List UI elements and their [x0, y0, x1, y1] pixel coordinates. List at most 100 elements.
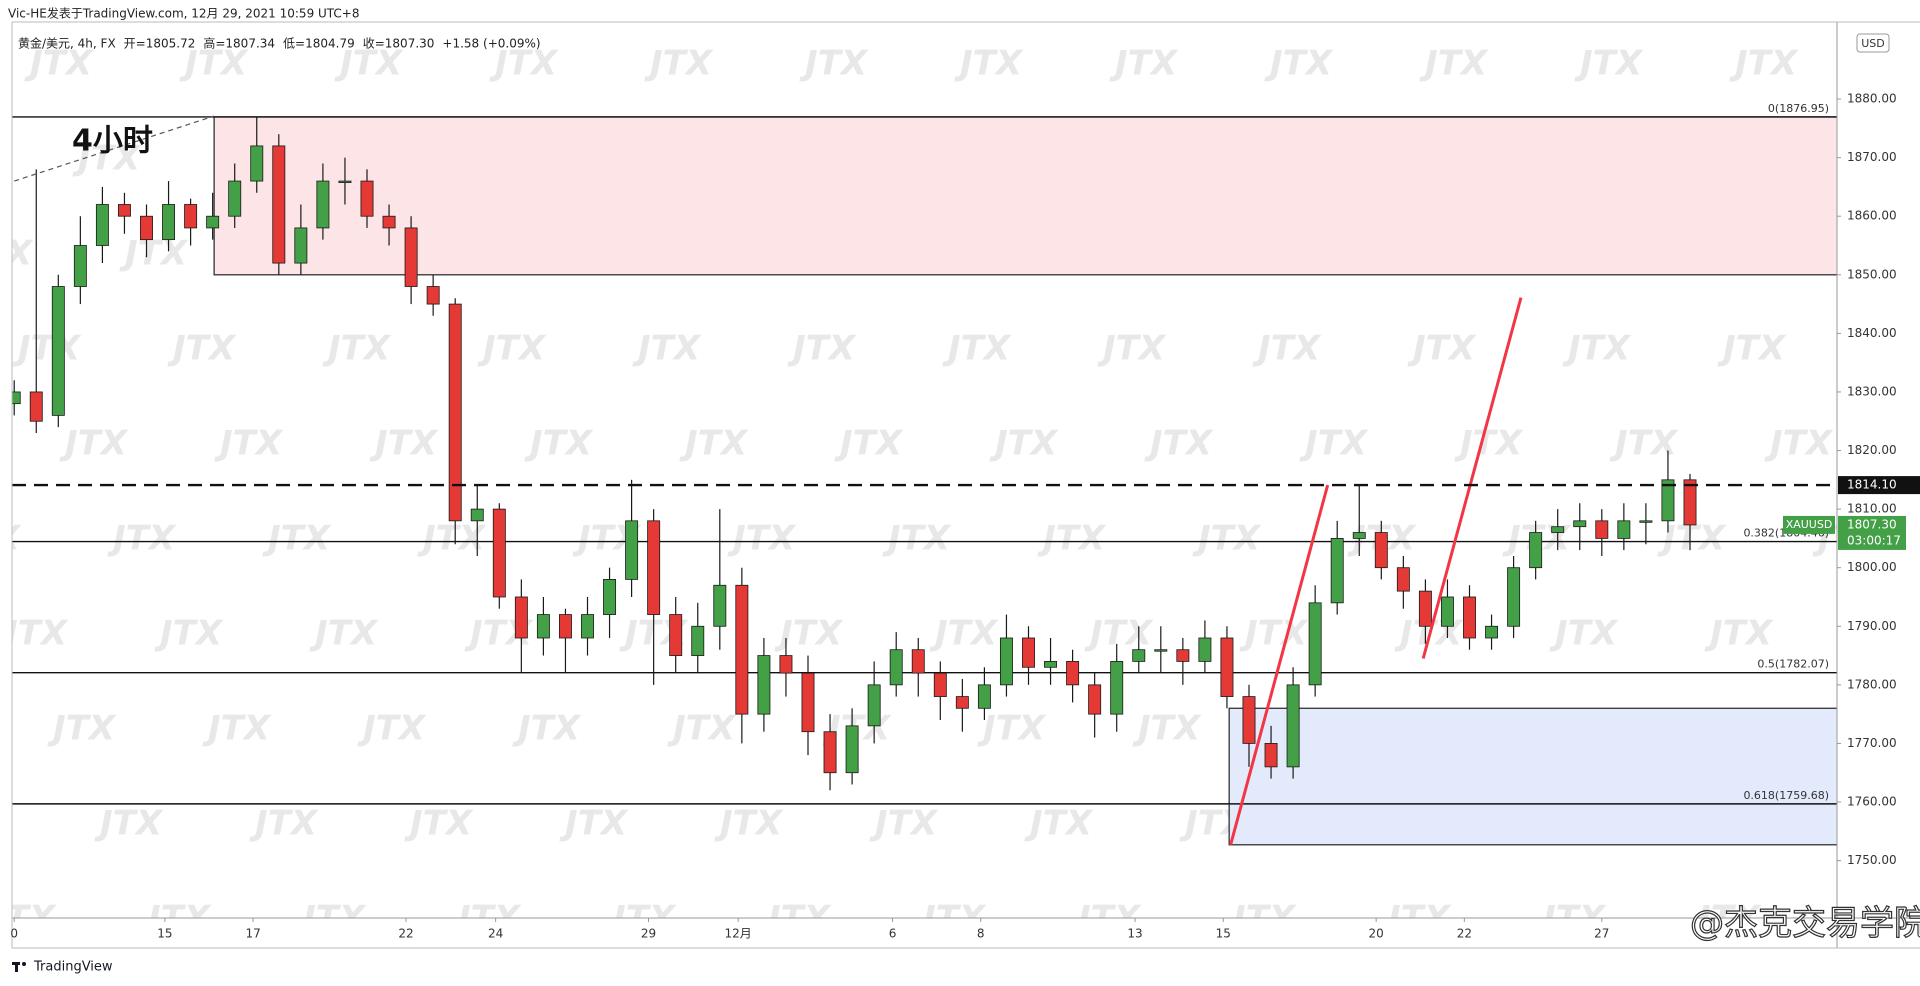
y-tick-label: 1790.00: [1847, 619, 1897, 633]
watermark: JTX: [142, 899, 212, 939]
legend-item: 低=1804.79: [283, 37, 355, 51]
watermark: JTX: [477, 329, 547, 369]
candle-body: [1286, 684, 1300, 768]
trend-line: [14, 115, 215, 182]
watermark: JTX: [524, 424, 594, 464]
watermark: JTX: [774, 614, 844, 654]
watermark: JTX: [357, 709, 427, 749]
y-tick-label: 1750.00: [1847, 853, 1897, 867]
watermark: JTX: [107, 519, 177, 559]
candle-body: [911, 649, 925, 674]
candle-body: [757, 655, 771, 715]
candle-body: [955, 696, 969, 709]
candle-body: [558, 614, 572, 639]
watermark: JTX: [667, 709, 737, 749]
x-tick-label: 12月: [725, 927, 752, 941]
y-tick-label: 1760.00: [1847, 795, 1897, 809]
watermark: JTX: [512, 709, 582, 749]
candle-body: [514, 596, 528, 639]
candle-body: [73, 245, 87, 287]
candle-body: [95, 204, 109, 246]
candle-body: [382, 215, 396, 229]
watermark: JTX: [1299, 424, 1369, 464]
watermark: JTX: [12, 329, 82, 369]
watermark: JTX: [417, 519, 487, 559]
watermark: JTX: [559, 804, 629, 844]
y-tick-label: 1830.00: [1847, 384, 1897, 398]
watermark: JTX: [917, 899, 987, 939]
watermark: JTX: [24, 44, 94, 84]
watermark: JTX: [202, 709, 272, 749]
candle-body: [1264, 743, 1278, 768]
watermark: JTX: [1132, 709, 1202, 749]
candle-body: [669, 614, 683, 656]
candle-body: [867, 684, 881, 727]
x-tick-label: 15: [1216, 927, 1231, 941]
watermark: JTX: [1264, 44, 1334, 84]
watermark: JTX: [404, 804, 474, 844]
candle-body: [316, 180, 330, 229]
candle-body: [845, 725, 859, 774]
candle-body: [801, 672, 815, 733]
watermark: JTX: [297, 899, 367, 939]
watermark: JTX: [977, 709, 1047, 749]
candle-body: [228, 180, 242, 217]
x-tick-label: 22: [398, 927, 413, 941]
x-tick-label: 0: [10, 927, 18, 941]
y-tick-label: 1820.00: [1847, 443, 1897, 457]
candle-body: [1639, 520, 1653, 523]
y-tick-label: 1800.00: [1847, 560, 1897, 574]
watermark: JTX: [0, 519, 22, 559]
watermark: JTX: [1072, 899, 1142, 939]
trend-line: [1421, 297, 1523, 659]
watermark: JTX: [1574, 44, 1644, 84]
watermark: JTX: [489, 44, 559, 84]
candle-body: [999, 637, 1013, 686]
brand: TradingView: [33, 960, 113, 975]
candle-body: [1463, 596, 1476, 639]
candle-body: [1220, 637, 1234, 697]
legend-item: 收=1807.30: [363, 37, 435, 51]
watermark: JTX: [679, 424, 749, 464]
candle-body: [250, 145, 264, 182]
watermark: JTX: [59, 424, 129, 464]
watermark: JTX: [154, 614, 224, 654]
x-tick-label: 27: [1594, 927, 1609, 941]
watermark: JTX: [1729, 44, 1799, 84]
watermark: JTX: [989, 424, 1059, 464]
watermark: JTX: [1454, 424, 1524, 464]
candle-body: [1330, 538, 1344, 604]
zone: [213, 116, 1837, 276]
credit-watermark: @杰克交易学院: [1690, 904, 1920, 944]
watermark: JTX: [1562, 329, 1632, 369]
watermark: JTX: [1239, 614, 1309, 654]
x-tick-label: 8: [977, 927, 985, 941]
watermark: JTX: [714, 804, 784, 844]
watermark: JTX: [119, 234, 189, 274]
watermark: JTX: [94, 804, 164, 844]
watermark: JTX: [1227, 899, 1297, 939]
watermark: JTX: [644, 44, 714, 84]
candle-body: [691, 625, 705, 656]
watermark: JTX: [632, 329, 702, 369]
candle-body: [1022, 637, 1035, 668]
candle-body: [117, 204, 131, 217]
watermark: JTX: [0, 614, 69, 654]
watermark: JTX: [214, 424, 284, 464]
zone: [1228, 707, 1837, 846]
candle-body: [492, 508, 506, 598]
watermark: JTX: [607, 899, 677, 939]
candle-body: [1683, 479, 1697, 526]
y-tick-label: 1780.00: [1847, 677, 1897, 691]
candle-body: [184, 204, 198, 229]
candle-body: [581, 614, 594, 639]
watermark: JTX: [249, 804, 319, 844]
candle-body: [625, 520, 639, 580]
candle-body: [1308, 602, 1322, 686]
x-tick-label: 20: [1369, 927, 1384, 941]
y-tick-label: 1880.00: [1847, 92, 1897, 106]
level-label: 0.618(1759.68): [1743, 789, 1829, 802]
watermark: JTX: [1407, 329, 1477, 369]
symbol-label: XAUUSD: [1786, 518, 1833, 531]
